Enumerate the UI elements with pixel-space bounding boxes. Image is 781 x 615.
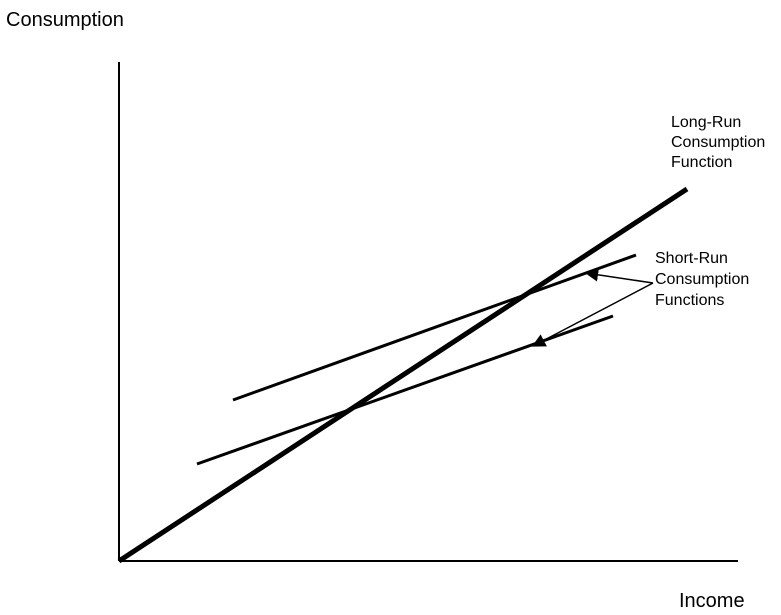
y-axis-title: Consumption [6, 9, 124, 31]
short-run-label-line-2: Consumption [655, 271, 749, 288]
short-run-consumption-line-upper [232, 253, 637, 402]
long-run-label-line-1: Long-Run [671, 114, 741, 131]
long-run-label-line-2: Consumption [671, 134, 765, 151]
short-run-label-line-3: Functions [655, 292, 724, 309]
short-run-label-line-1: Short-Run [655, 250, 728, 267]
pointer-arrow-lower [531, 282, 654, 347]
long-run-label-line-3: Function [671, 154, 732, 171]
x-axis-title: Income [679, 590, 745, 612]
long-run-consumption-line [117, 186, 689, 564]
pointer-arrow-upper [584, 268, 654, 284]
